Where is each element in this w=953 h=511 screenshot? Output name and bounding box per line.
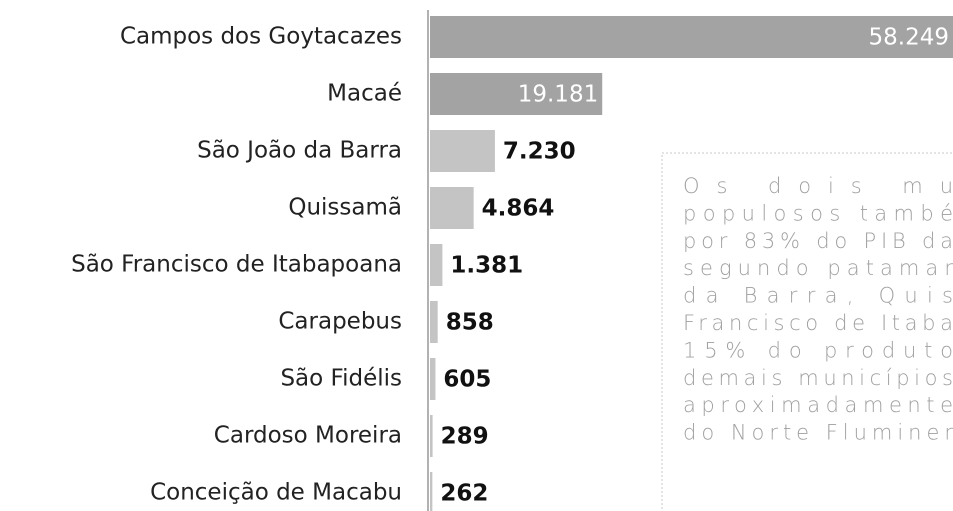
value-label: 1.381	[450, 253, 523, 279]
annotation-line: demais municípios	[683, 366, 953, 390]
category-label: Macaé	[327, 81, 402, 107]
annotation-line: populosos també	[683, 201, 953, 225]
bar	[430, 244, 443, 286]
annotation-line: Os dois mu	[683, 174, 953, 198]
annotation-line: Francisco de Itaba	[683, 311, 953, 335]
category-label: Quissamã	[288, 195, 402, 221]
bar	[430, 73, 603, 115]
category-label: Cardoso Moreira	[214, 423, 402, 449]
annotation-line: aproximadamente	[683, 393, 953, 417]
bar	[430, 187, 474, 229]
annotation-line: do Norte Fluminer	[683, 421, 953, 445]
value-label: 262	[440, 481, 488, 507]
annotation-box	[661, 152, 953, 511]
bar	[430, 301, 438, 343]
category-label: São Francisco de Itabapoana	[71, 252, 402, 278]
bar	[430, 472, 433, 511]
category-label: São Fidélis	[280, 366, 402, 392]
bar	[430, 358, 436, 400]
annotation-line: segundo patamar	[683, 256, 953, 280]
value-label: 858	[446, 310, 494, 336]
value-label: 289	[441, 424, 489, 450]
annotation-line: da Barra, Quis	[683, 284, 953, 308]
value-label: 58.249	[869, 25, 949, 51]
annotation-line: por 83% do PIB da	[683, 229, 953, 253]
bar	[430, 415, 433, 457]
value-label: 605	[443, 367, 491, 393]
bar	[430, 16, 953, 58]
value-label: 19.181	[518, 82, 598, 108]
category-label: Carapebus	[278, 309, 402, 335]
category-label: Conceição de Macabu	[150, 480, 402, 506]
annotation-line: 15% do produto	[683, 338, 953, 362]
bar	[430, 130, 495, 172]
value-label: 7.230	[503, 139, 576, 165]
value-label: 4.864	[482, 196, 555, 222]
category-label: Campos dos Goytacazes	[120, 24, 402, 50]
category-label: São João da Barra	[197, 138, 402, 164]
